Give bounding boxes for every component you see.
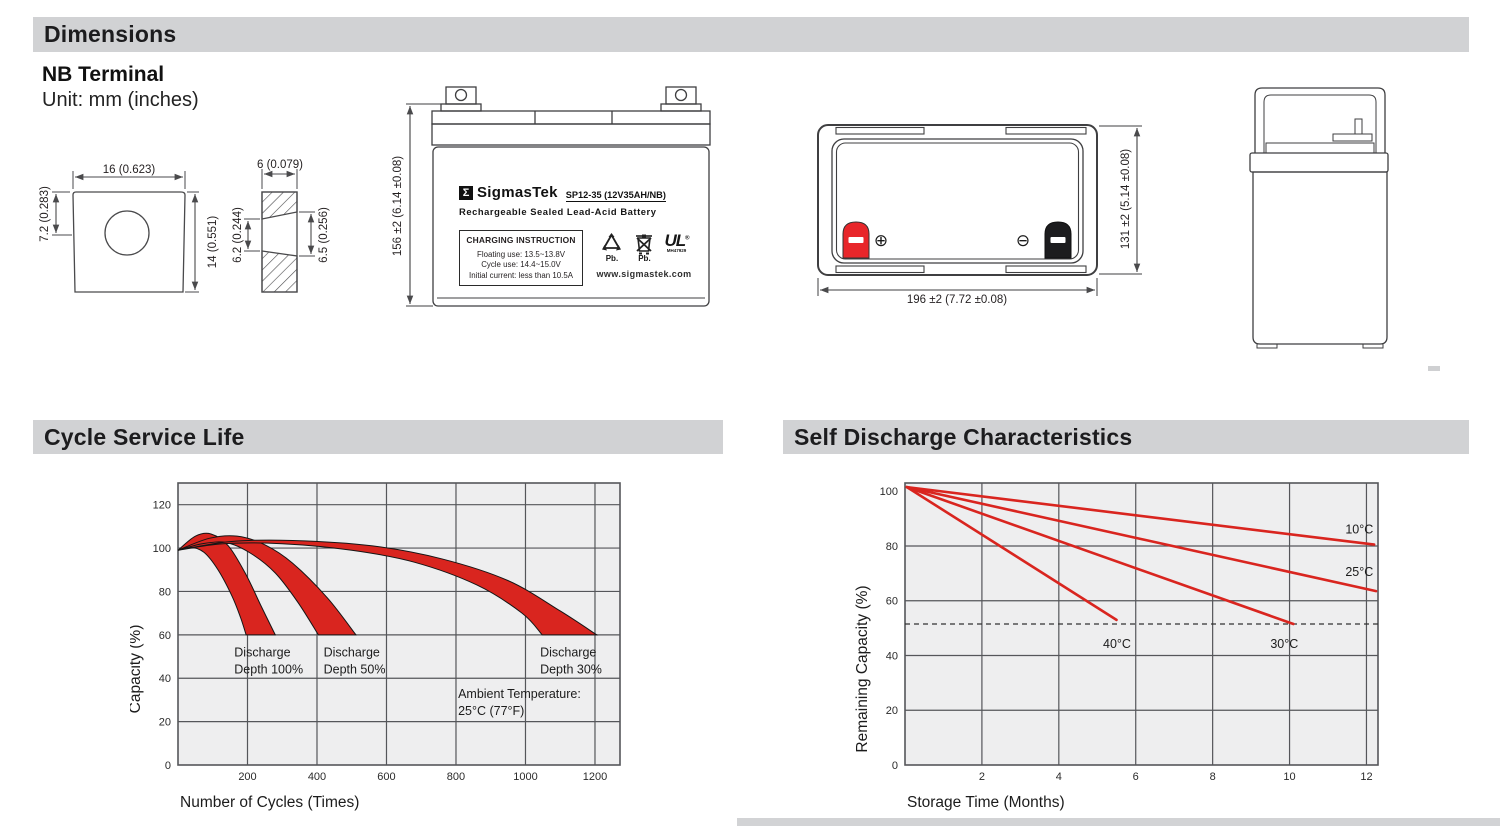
x-tick-label: 4 bbox=[1056, 771, 1062, 783]
y-tick-label: 100 bbox=[880, 486, 898, 498]
temperature-line bbox=[905, 485, 1376, 546]
battery-top-view-drawing: ⊕ ⊖ bbox=[817, 124, 1142, 296]
dimensions-section-header: Dimensions bbox=[33, 17, 1469, 52]
x-tick-label: 2 bbox=[979, 771, 985, 783]
x-axis-label: Storage Time (Months) bbox=[907, 794, 1065, 811]
discharge-band bbox=[177, 532, 277, 636]
temperature-line bbox=[905, 485, 1118, 622]
dim-terminal-thickness: 6 (0.079) bbox=[256, 159, 304, 171]
battery-product-label: Σ SigmasTek SP12-35 (12V35AH/NB) Recharg… bbox=[459, 184, 705, 286]
chart-annotation: Discharge Depth 100% bbox=[234, 646, 303, 677]
temperature-line bbox=[905, 485, 1295, 626]
x-tick-label: 1200 bbox=[583, 771, 607, 783]
ul-mark-icon: UL® MH47929 bbox=[664, 231, 689, 253]
x-tick-label: 400 bbox=[308, 771, 326, 783]
y-tick-label: 60 bbox=[159, 630, 171, 642]
dim-terminal-height-partial: 7.2 (0.283) bbox=[39, 186, 51, 242]
x-tick-label: 6 bbox=[1133, 771, 1139, 783]
y-tick-label: 60 bbox=[886, 596, 898, 608]
dim-terminal-height-total: 14 (0.551) bbox=[207, 215, 219, 269]
x-tick-label: 200 bbox=[238, 771, 256, 783]
y-tick-label: 80 bbox=[886, 541, 898, 553]
charging-instruction-box: CHARGING INSTRUCTION Floating use: 13.5~… bbox=[459, 230, 583, 286]
self-discharge-header: Self Discharge Characteristics bbox=[783, 420, 1469, 454]
page-edge-mark bbox=[1428, 366, 1440, 371]
plot-border bbox=[177, 482, 621, 766]
terminal-side-view-drawing bbox=[244, 169, 315, 293]
y-axis-label: Capacity (%) bbox=[130, 625, 144, 714]
x-tick-label: 12 bbox=[1360, 771, 1372, 783]
temperature-label: 25°C bbox=[1345, 565, 1373, 579]
self-discharge-chart: 2 4 6 8 10 12 0 20 40 60 80 100 Storage Time (Months… bbox=[854, 482, 1379, 811]
y-tick-label: 40 bbox=[159, 673, 171, 685]
x-tick-label: 10 bbox=[1283, 771, 1295, 783]
positive-symbol: ⊕ bbox=[874, 231, 888, 250]
chart-annotation: Discharge Depth 50% bbox=[324, 646, 386, 677]
terminal-front-view-drawing bbox=[52, 171, 199, 293]
cycle-service-life-header: Cycle Service Life bbox=[33, 420, 723, 454]
unit-note: Unit: mm (inches) bbox=[42, 89, 199, 111]
chart-annotation: Ambient Temperature: 25°C (77°F) bbox=[458, 687, 581, 718]
terminal-bolt-hole bbox=[104, 210, 150, 256]
dim-terminal-width: 16 (0.623) bbox=[102, 164, 156, 176]
y-tick-label: 0 bbox=[165, 760, 171, 772]
battery-case bbox=[432, 146, 710, 307]
website-url: www.sigmastek.com bbox=[596, 268, 692, 279]
charging-line-initial: Initial current: less than 10.5A bbox=[469, 270, 573, 280]
y-tick-label: 80 bbox=[159, 586, 171, 598]
charging-line-floating: Floating use: 13.5~13.8V bbox=[477, 250, 565, 259]
x-tick-label: 1000 bbox=[513, 771, 537, 783]
self-discharge-title: Self Discharge Characteristics bbox=[794, 423, 1133, 450]
y-tick-label: 120 bbox=[153, 500, 171, 512]
discharge-band bbox=[177, 539, 599, 636]
dim-battery-height: 156 ±2 (6.14 ±0.08) bbox=[392, 155, 404, 257]
dim-terminal-groove-left: 6.2 (0.244) bbox=[232, 207, 244, 263]
y-tick-label: 20 bbox=[159, 717, 171, 729]
negative-symbol: ⊖ bbox=[1016, 231, 1030, 250]
battery-subtitle: Rechargeable Sealed Lead-Acid Battery bbox=[459, 206, 657, 217]
brand-name: SigmasTek bbox=[477, 184, 558, 201]
x-tick-label: 8 bbox=[1210, 771, 1216, 783]
dimensions-section-title: Dimensions bbox=[44, 21, 177, 47]
terminal-type-title: NB Terminal bbox=[42, 63, 165, 86]
dim-battery-length: 196 ±2 (7.72 ±0.08) bbox=[906, 294, 1008, 306]
y-axis-label: Remaining Capacity (%) bbox=[854, 585, 871, 752]
model-number: SP12-35 (12V35AH/NB) bbox=[565, 189, 666, 202]
y-tick-label: 100 bbox=[153, 543, 171, 555]
chart-annotation: Discharge Depth 30% bbox=[540, 646, 602, 677]
temperature-label: 40°C bbox=[1103, 637, 1131, 651]
carry-handle bbox=[1254, 87, 1386, 153]
charging-line-cycle: Cycle use: 14.4~15.0V bbox=[481, 260, 561, 270]
sigmastek-logo-icon: Σ bbox=[459, 185, 473, 200]
y-tick-label: 40 bbox=[886, 650, 898, 662]
y-tick-label: 0 bbox=[892, 760, 898, 772]
dim-battery-width-side: 131 ±2 (5.14 ±0.08) bbox=[1120, 148, 1132, 250]
cycle-service-life-title: Cycle Service Life bbox=[44, 423, 245, 450]
battery-side-view-drawing bbox=[1249, 87, 1389, 349]
x-tick-label: 800 bbox=[447, 771, 465, 783]
x-tick-label: 600 bbox=[377, 771, 395, 783]
y-tick-label: 20 bbox=[886, 705, 898, 717]
crossed-bin-pb-icon: Pb. bbox=[634, 232, 654, 264]
ul-file-number: MH47929 bbox=[666, 248, 687, 253]
temperature-label: 30°C bbox=[1270, 637, 1298, 651]
hatch-lower bbox=[261, 250, 298, 293]
x-axis-label: Number of Cycles (Times) bbox=[180, 794, 359, 811]
charging-instruction-title: CHARGING INSTRUCTION bbox=[466, 235, 576, 245]
recycle-pb-icon: Pb. bbox=[599, 232, 624, 264]
hatch-upper bbox=[261, 191, 298, 220]
temperature-line bbox=[905, 485, 1378, 593]
temperature-label: 10°C bbox=[1345, 523, 1373, 537]
cycle-service-life-chart: 200 400 600 800 1000 1200 0 20 40 60 80 100 120 Numbe… bbox=[130, 482, 621, 811]
sigma-glyph: Σ bbox=[462, 186, 470, 199]
dim-terminal-groove-right: 6.5 (0.256) bbox=[318, 207, 330, 263]
bottom-edge-strip bbox=[737, 818, 1500, 826]
battery-front-view-drawing bbox=[406, 86, 711, 307]
